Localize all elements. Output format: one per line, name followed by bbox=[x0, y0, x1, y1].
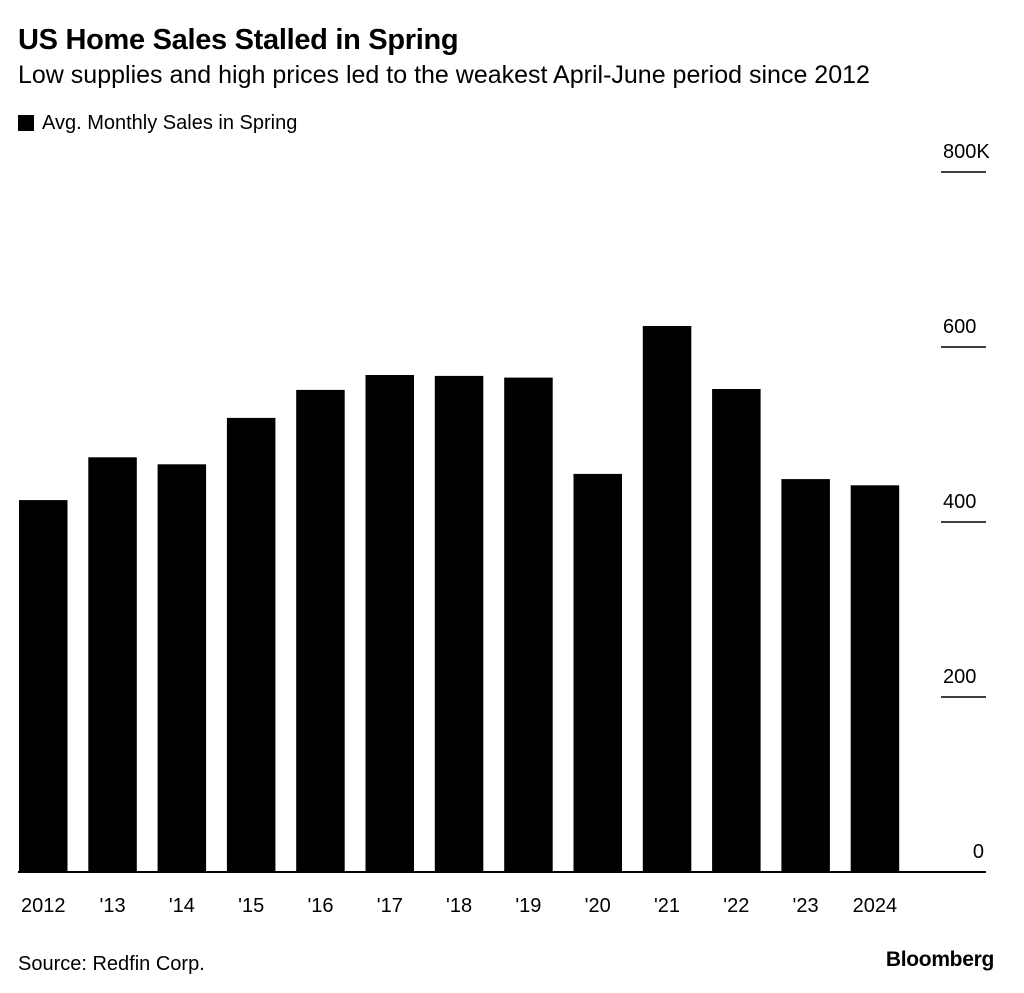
x-tick-label: '13 bbox=[100, 895, 126, 917]
x-tick-label: '18 bbox=[446, 895, 472, 917]
x-tick-label: '22 bbox=[723, 895, 749, 917]
bar-21 bbox=[642, 326, 692, 872]
x-tick-label: '19 bbox=[515, 895, 541, 917]
x-tick-label: '15 bbox=[238, 895, 264, 917]
legend: Avg. Monthly Sales in Spring bbox=[18, 110, 297, 136]
bar-19 bbox=[504, 377, 553, 872]
x-tick-label: '14 bbox=[169, 895, 195, 917]
page-subtitle: Low supplies and high prices led to the … bbox=[18, 61, 870, 89]
bar-22 bbox=[712, 389, 761, 872]
x-tick-label: 2012 bbox=[21, 895, 66, 917]
source-note: Source: Redfin Corp. bbox=[18, 953, 205, 975]
bar-2012 bbox=[19, 500, 68, 872]
page-title: US Home Sales Stalled in Spring bbox=[18, 24, 459, 56]
x-tick-label: 2024 bbox=[853, 895, 898, 917]
x-axis: 2012 '13 '14 '15 '16 '17 '18 '19 '20 '21 '22 '23 202… bbox=[18, 871, 986, 917]
x-tick-label: '17 bbox=[377, 895, 403, 917]
bar-16 bbox=[296, 389, 345, 872]
bar-23 bbox=[781, 479, 830, 872]
bars-group bbox=[19, 326, 900, 873]
bar-18 bbox=[434, 375, 484, 872]
y-tick-label: 600 bbox=[943, 316, 976, 338]
legend-swatch bbox=[18, 115, 34, 131]
bar-14 bbox=[157, 464, 207, 873]
y-tick-label: 400 bbox=[943, 491, 976, 513]
bar-13 bbox=[88, 457, 137, 873]
bloomberg-logo: Bloomberg bbox=[885, 948, 994, 971]
y-tick-label: 800K bbox=[943, 141, 990, 163]
bar-24 bbox=[850, 485, 900, 873]
x-tick-label: '20 bbox=[585, 895, 611, 917]
x-tick-label: '16 bbox=[307, 895, 333, 917]
y-tick-label: 200 bbox=[943, 666, 976, 688]
y-tick-label: 0 bbox=[973, 841, 984, 863]
y-axis: 0 200 400 600 800K bbox=[941, 141, 990, 863]
bar-17 bbox=[365, 375, 414, 872]
legend-label: Avg. Monthly Sales in Spring bbox=[42, 112, 298, 134]
bar-15 bbox=[226, 417, 276, 872]
x-tick-label: '23 bbox=[793, 895, 819, 917]
bar-20 bbox=[573, 473, 622, 872]
x-tick-label: '21 bbox=[654, 895, 680, 917]
